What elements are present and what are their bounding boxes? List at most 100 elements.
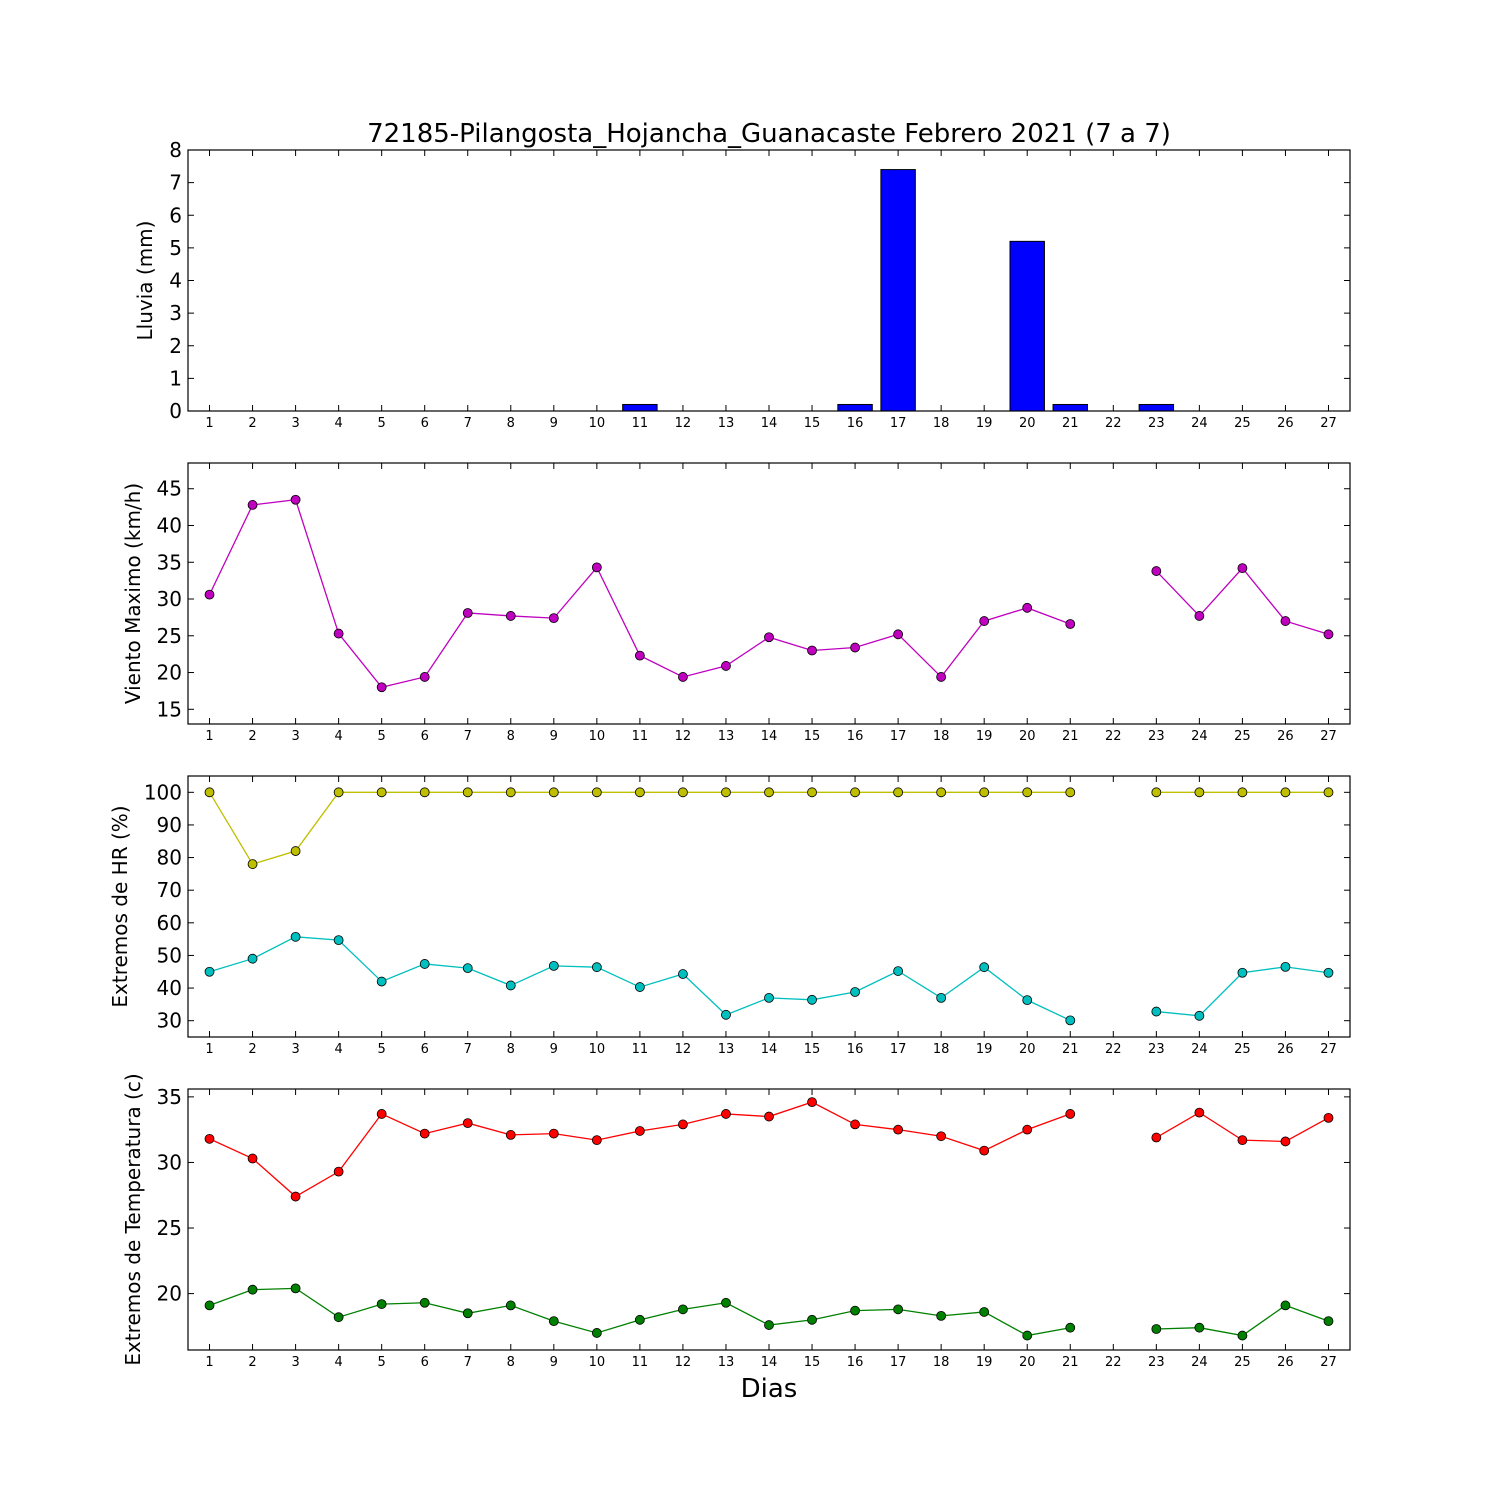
series-1-point-day-5	[376, 682, 387, 693]
series-1-point-day-6	[419, 1128, 430, 1139]
series-2-point-day-3	[290, 1283, 301, 1294]
y-tick-label: 40	[157, 976, 182, 1000]
series-2-point-day-16	[850, 1305, 860, 1316]
series-2-point-day-27	[1323, 1316, 1334, 1327]
y-tick-label: 45	[157, 477, 182, 501]
series-1-point-day-9	[548, 613, 559, 624]
y-tick-label: 70	[157, 878, 182, 902]
series-1-point-day-14	[764, 632, 774, 643]
series-1-point-day-13	[721, 1109, 731, 1119]
series-2-point-day-14	[764, 992, 774, 1003]
series-2-point-day-4	[333, 935, 344, 946]
x-tick-label: 2	[248, 729, 256, 744]
x-tick-label: 4	[334, 1355, 342, 1370]
x-tick-label: 27	[1320, 1042, 1337, 1057]
x-tick-label: 26	[1277, 729, 1294, 744]
series-1-point-day-21	[1065, 1109, 1076, 1119]
x-tick-label: 23	[1148, 1355, 1165, 1370]
x-tick-label: 1	[205, 1355, 213, 1370]
series-1-point-day-27	[1323, 1112, 1334, 1123]
x-tick-label: 12	[675, 729, 692, 744]
series-2-point-day-26	[1280, 1300, 1291, 1311]
x-tick-label: 7	[464, 1355, 472, 1370]
x-tick-label: 10	[589, 1042, 606, 1057]
x-tick-label: 11	[632, 729, 649, 744]
series-2-point-day-15	[807, 1314, 817, 1325]
x-tick-label: 23	[1148, 416, 1165, 431]
series-1-point-day-20	[1022, 787, 1033, 798]
x-tick-label: 10	[589, 416, 606, 431]
series-1-point-day-8	[505, 787, 516, 798]
x-tick-label: 15	[804, 1355, 821, 1370]
plot-frame	[187, 149, 1351, 412]
series-1-point-day-21	[1065, 787, 1076, 798]
y-tick-label: 4	[169, 269, 182, 293]
series-1-point-day-24	[1194, 611, 1205, 621]
series-2-point-day-11	[634, 982, 645, 992]
y-tick-label: 30	[157, 1150, 182, 1174]
x-tick-label: 21	[1062, 1042, 1079, 1057]
series-1-point-day-2	[247, 859, 258, 869]
plot-frame	[187, 462, 1351, 725]
x-tick-label: 27	[1320, 1355, 1337, 1370]
y-tick-label: 5	[169, 236, 182, 260]
series-2-point-day-20	[1022, 1330, 1033, 1341]
bar-day-20	[1009, 240, 1045, 412]
x-tick-label: 9	[550, 416, 558, 431]
series-2-point-day-20	[1022, 995, 1033, 1006]
x-tick-label: 17	[890, 1355, 907, 1370]
series-1-point-day-23	[1151, 787, 1162, 798]
x-tick-label: 12	[675, 1042, 692, 1057]
series-2-point-day-9	[548, 1316, 559, 1327]
series-2-point-day-18	[936, 992, 947, 1003]
series-2-point-day-7	[462, 1308, 473, 1319]
x-tick-label: 8	[507, 416, 515, 431]
series-2-point-day-9	[548, 960, 559, 971]
series-2-point-day-17	[893, 966, 904, 976]
x-tick-label: 4	[334, 1042, 342, 1057]
x-tick-label: 12	[675, 416, 692, 431]
x-tick-label: 5	[378, 1042, 386, 1057]
x-tick-label: 23	[1148, 729, 1165, 744]
series-1-point-day-26	[1280, 787, 1291, 798]
y-tick-label: 30	[157, 1009, 182, 1033]
series-1-point-day-19	[979, 787, 990, 798]
series-1-point-day-3	[290, 846, 301, 856]
series-1-point-day-25	[1237, 563, 1248, 574]
x-tick-label: 1	[205, 1042, 213, 1057]
y-tick-label: 90	[157, 813, 182, 837]
x-tick-label: 16	[847, 1042, 864, 1057]
series-1-point-day-27	[1323, 629, 1334, 640]
y-tick-label: 0	[169, 399, 182, 423]
x-tick-label: 22	[1105, 1355, 1122, 1370]
x-tick-label: 24	[1191, 416, 1208, 431]
series-1-point-day-27	[1323, 787, 1334, 798]
series-1-point-day-2	[247, 500, 258, 510]
series-2-point-day-5	[376, 976, 387, 987]
x-tick-label: 6	[421, 1042, 429, 1057]
x-tick-label: 9	[550, 729, 558, 744]
series-1-point-day-10	[591, 1135, 602, 1146]
series-1-point-day-19	[979, 1145, 990, 1156]
bar-day-17	[880, 169, 916, 412]
series-2-point-day-15	[807, 994, 817, 1005]
x-tick-label: 24	[1191, 729, 1208, 744]
x-tick-label: 8	[507, 729, 515, 744]
series-1-point-day-15	[807, 1097, 817, 1108]
series-2-point-day-8	[505, 980, 516, 991]
series-2-point-day-18	[936, 1310, 947, 1321]
y-tick-label: 20	[157, 661, 182, 685]
y-tick-label: 1	[169, 366, 182, 390]
x-tick-label: 16	[847, 416, 864, 431]
x-tick-label: 13	[718, 1355, 735, 1370]
x-tick-label: 5	[378, 416, 386, 431]
series-1-point-day-16	[850, 642, 860, 653]
x-tick-label: 18	[933, 416, 950, 431]
plot-frame	[187, 1088, 1351, 1351]
x-tick-label: 20	[1019, 1355, 1036, 1370]
series-2-point-day-26	[1280, 961, 1291, 972]
x-tick-label: 19	[976, 416, 993, 431]
x-tick-label: 13	[718, 1042, 735, 1057]
series-1-point-day-4	[333, 1166, 344, 1177]
